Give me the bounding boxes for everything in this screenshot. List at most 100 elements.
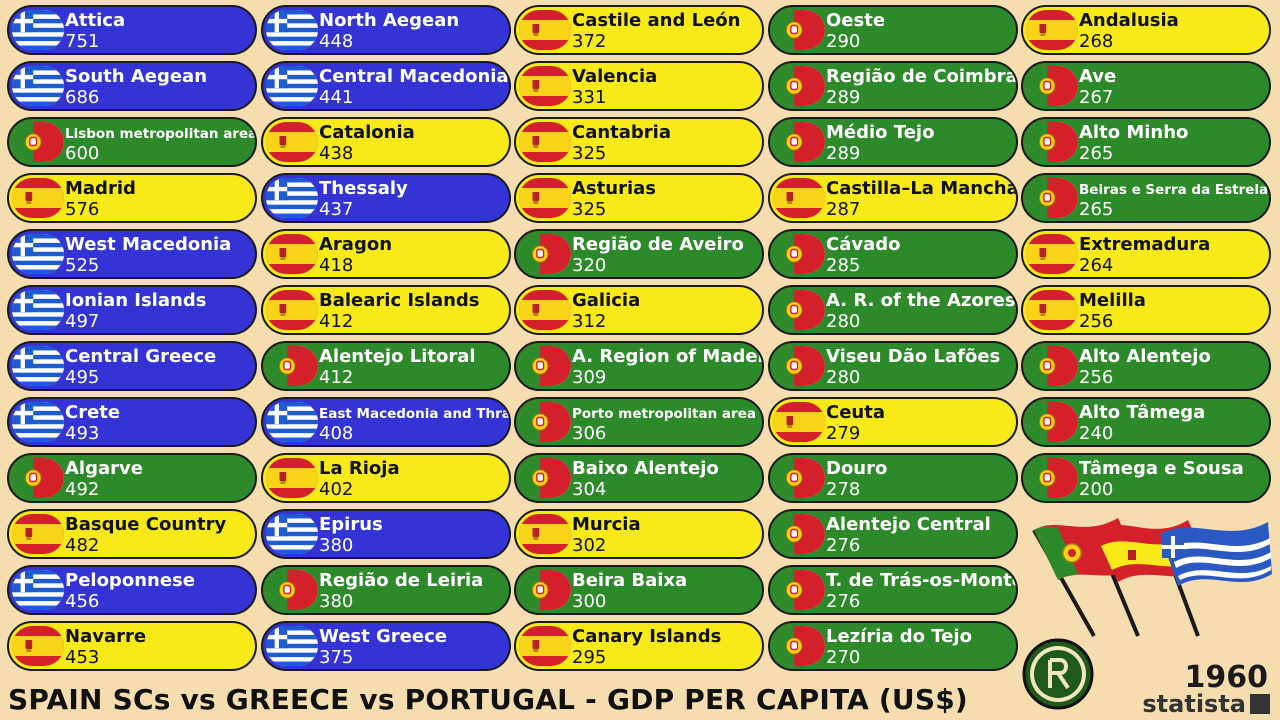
region-bar: Asturias 325 [514,173,764,223]
region-value: 268 [1079,31,1114,52]
region-name: Porto metropolitan area [572,406,756,422]
region-bar: Thessaly 437 [261,173,511,223]
region-name: Ave [1079,66,1117,87]
portugal-flag-icon [773,66,825,106]
portugal-flag-icon [519,570,571,610]
region-value: 240 [1079,423,1114,444]
region-value: 331 [572,87,607,108]
region-name: West Greece [319,626,447,647]
spain-flag-icon [519,290,571,330]
region-name: T. de Trás-os-Montes [826,570,1018,591]
region-value: 751 [65,31,100,52]
region-name: Central Macedonia [319,66,509,87]
spain-flag-icon [266,458,318,498]
greece-flag-icon [12,570,64,610]
region-bar: Região de Aveiro 320 [514,229,764,279]
region-value: 264 [1079,255,1114,276]
region-bar: A. Region of Madeira 309 [514,341,764,391]
region-value: 276 [826,535,861,556]
region-value: 278 [826,479,861,500]
portugal-flag-icon [519,458,571,498]
region-name: Basque Country [65,514,227,535]
region-bar: Epirus 380 [261,509,511,559]
portugal-flag-icon [1026,458,1078,498]
region-bar: Canary Islands 295 [514,621,764,671]
region-name: East Macedonia and Thrace [319,406,511,422]
region-value: 290 [826,31,861,52]
region-bar: Extremadura 264 [1021,229,1271,279]
region-name: Douro [826,458,888,479]
region-value: 495 [65,367,100,388]
portugal-flag-icon [773,234,825,274]
region-bar: Balearic Islands 412 [261,285,511,335]
region-name: Thessaly [319,178,408,199]
region-bar: T. de Trás-os-Montes 276 [768,565,1018,615]
spain-flag-icon [1026,234,1078,274]
region-bar: Central Macedonia 441 [261,61,511,111]
region-bar: Região de Coimbra 289 [768,61,1018,111]
region-bar: Catalonia 438 [261,117,511,167]
portugal-flag-icon [1026,178,1078,218]
portugal-flag-icon [519,234,571,274]
region-name: Médio Tejo [826,122,935,143]
greece-flag-icon [266,626,318,666]
greece-flag-icon [12,290,64,330]
region-value: 576 [65,199,100,220]
region-value: 289 [826,87,861,108]
region-name: Ionian Islands [65,290,207,311]
region-bar: Tâmega e Sousa 200 [1021,453,1271,503]
region-value: 380 [319,535,354,556]
greece-flag-icon [266,66,318,106]
region-bar: Viseu Dão Lafões 280 [768,341,1018,391]
region-bar: Navarre 453 [7,621,257,671]
region-bar: Castile and León 372 [514,5,764,55]
region-bar: Algarve 492 [7,453,257,503]
region-name: Baixo Alentejo [572,458,719,479]
region-value: 600 [65,143,100,164]
region-bar: Alentejo Litoral 412 [261,341,511,391]
portugal-flag-icon [12,122,64,162]
spain-flag-icon [773,402,825,442]
portugal-flag-icon [773,10,825,50]
region-name: Balearic Islands [319,290,480,311]
region-name: Canary Islands [572,626,722,647]
spain-flag-icon [519,626,571,666]
region-bar: Beiras e Serra da Estrela 265 [1021,173,1271,223]
region-bar: Cávado 285 [768,229,1018,279]
region-value: 453 [65,647,100,668]
year-label: 1960 [1184,660,1269,695]
region-bar: Valencia 331 [514,61,764,111]
spain-flag-icon [12,626,64,666]
spain-flag-icon [773,178,825,218]
spain-flag-icon [1026,290,1078,330]
spain-flag-icon [519,66,571,106]
greece-flag-icon [12,346,64,386]
region-value: 295 [572,647,607,668]
waving-flags-illustration [1032,518,1272,637]
region-bar: Melilla 256 [1021,285,1271,335]
region-name: Aragon [319,234,393,255]
region-bar: Aragon 418 [261,229,511,279]
spain-flag-icon [519,514,571,554]
region-bar: Andalusia 268 [1021,5,1271,55]
region-name: Melilla [1079,290,1146,311]
region-value: 302 [572,535,607,556]
region-value: 408 [319,423,354,444]
region-name: Tâmega e Sousa [1079,458,1244,479]
region-bar: Lisbon metropolitan area 600 [7,117,257,167]
region-value: 270 [826,647,861,668]
region-name: Cantabria [572,122,671,143]
region-name: Região de Coimbra [826,66,1018,87]
region-name: Alto Tâmega [1079,402,1206,423]
region-value: 441 [319,87,354,108]
region-value: 448 [319,31,354,52]
region-name: Attica [65,10,126,31]
region-name: Lisbon metropolitan area [65,126,257,142]
portugal-flag-icon [773,122,825,162]
region-value: 200 [1079,479,1114,500]
spain-flag-icon [266,234,318,274]
statista-icon [1250,694,1270,714]
region-name: Alto Alentejo [1079,346,1211,367]
portugal-flag-icon [773,346,825,386]
region-name: Lezíria do Tejo [826,626,972,647]
